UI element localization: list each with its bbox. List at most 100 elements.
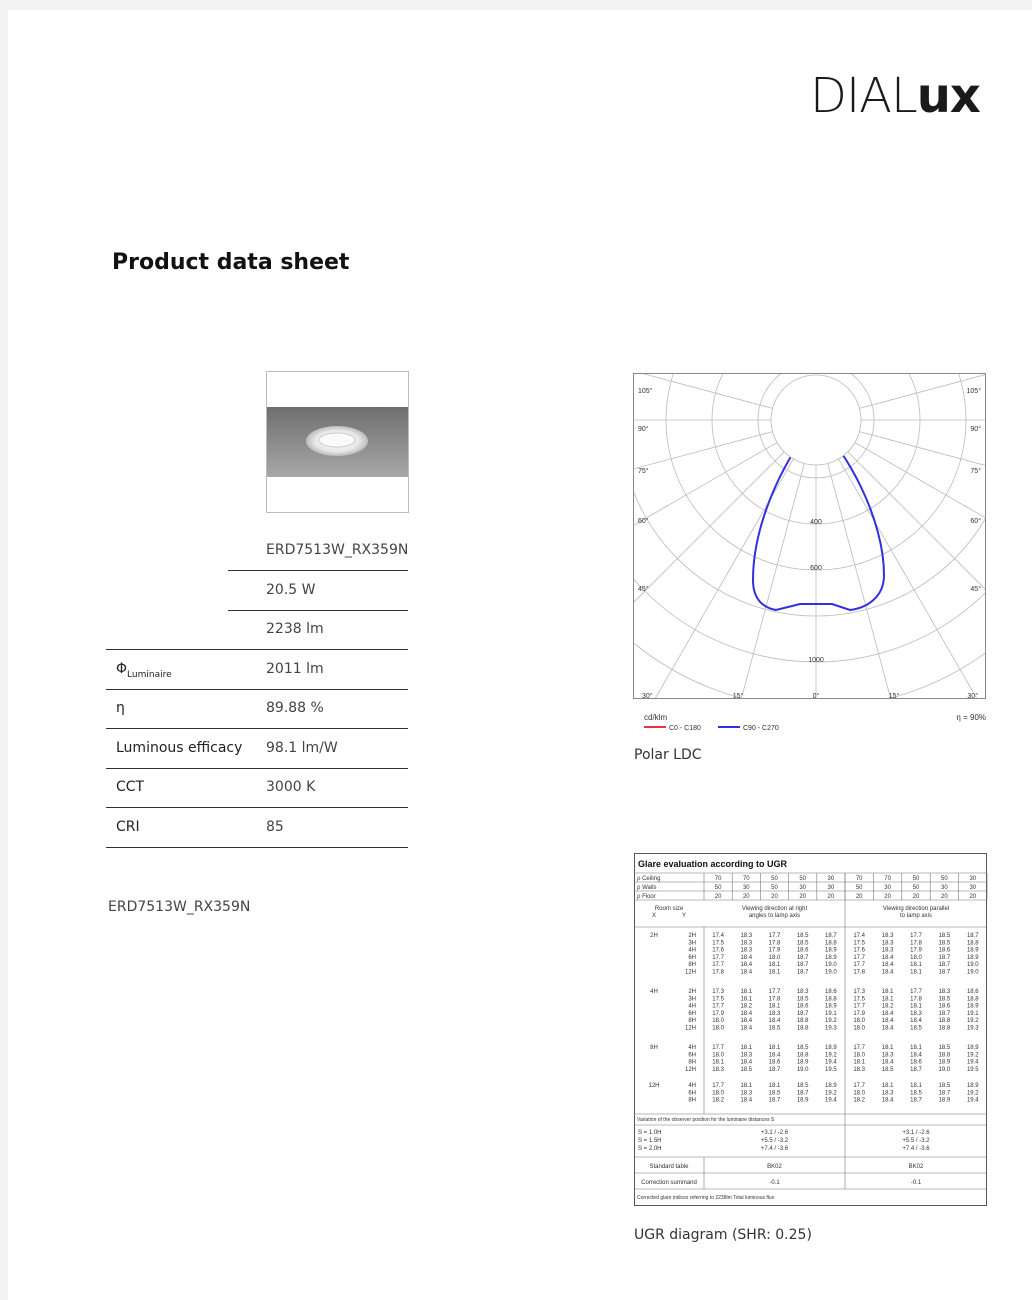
- cell-text: Standard table: [649, 1164, 689, 1170]
- cell-text: 18.5: [740, 1067, 752, 1073]
- cell-text: 17.7: [910, 989, 922, 995]
- cell-text: 70: [715, 876, 722, 882]
- angle-label: 90°: [970, 425, 981, 433]
- cell-text: 18.7: [910, 1098, 922, 1104]
- cell-text: 20: [715, 894, 722, 900]
- legend-label: C0 - C180: [669, 725, 701, 730]
- cell-text: 18.4: [882, 962, 894, 968]
- cell-text: 20: [856, 894, 863, 900]
- cell-text: 18.1: [740, 1083, 752, 1089]
- cell-text: 18.4: [740, 1026, 752, 1032]
- cell-text: 18.1: [769, 962, 781, 968]
- cell-text: +3.1 / -2.6: [761, 1130, 789, 1136]
- cell-text: 18.3: [740, 940, 752, 946]
- cell-text: 18.1: [910, 1004, 922, 1010]
- cell-text: 17.9: [769, 948, 781, 954]
- cell-text: 18.9: [967, 1083, 979, 1089]
- cell-text: 18.2: [853, 1098, 865, 1104]
- cell-text: 18.1: [740, 996, 752, 1002]
- row-rule: [106, 689, 408, 690]
- cell-text: 18.8: [825, 940, 837, 946]
- cell-text: 17.7: [712, 1083, 724, 1089]
- row-value: 2011 lm: [266, 661, 324, 677]
- legend-label: C90 - C270: [743, 725, 779, 730]
- cell-text: 20: [828, 894, 835, 900]
- cell-text: S = 1.5H: [638, 1138, 662, 1144]
- efficiency: η = 90%: [956, 713, 986, 722]
- polar-caption: Polar LDC: [634, 747, 702, 763]
- cell-text: 18.5: [939, 1083, 951, 1089]
- cell-text: 18.9: [967, 1045, 979, 1051]
- polar-diagram: 105°105°90°90°75°75°60°60°45°45°30°15°0°…: [628, 370, 998, 730]
- cell-text: 18.7: [825, 933, 837, 939]
- cell-text: 18.5: [769, 1026, 781, 1032]
- cell-text: 18.0: [712, 1090, 724, 1096]
- cell-text: 19.4: [967, 1060, 979, 1066]
- angle-label: 60°: [638, 517, 649, 525]
- body: DIALux Product data sheet ERD7513W_RX359…: [0, 0, 1032, 1300]
- cell-text: 17.3: [853, 989, 865, 995]
- cell-text: 18.1: [769, 970, 781, 976]
- cell-text: 18.5: [939, 940, 951, 946]
- title: Product data sheet: [112, 250, 349, 275]
- cell-text: Correction summand: [641, 1180, 697, 1186]
- cell-text: 19.1: [967, 1011, 979, 1017]
- cell-text: 18.7: [910, 1067, 922, 1073]
- cell-text: 20: [913, 894, 920, 900]
- angle-label: 0°: [813, 692, 820, 700]
- cell-text: 17.9: [910, 948, 922, 954]
- cell-text: 6H: [688, 955, 696, 961]
- cell-text: 17.7: [853, 962, 865, 968]
- cell-text: 30: [969, 876, 976, 882]
- cell-text: 17.8: [769, 940, 781, 946]
- cell-text: 18.9: [797, 1098, 809, 1104]
- cell-text: 18.7: [939, 1011, 951, 1017]
- cell-text: 17.7: [712, 1004, 724, 1010]
- cell-text: +7.4 / -3.6: [761, 1146, 789, 1152]
- cell-text: 17.8: [910, 996, 922, 1002]
- cell-text: 19.0: [825, 970, 837, 976]
- cell-text: 4H: [688, 948, 696, 954]
- cell-text: 18.5: [910, 1090, 922, 1096]
- cell-text: 20: [771, 894, 778, 900]
- cell-text: Variation of the observer position for t…: [637, 1117, 775, 1123]
- row-label: η: [116, 700, 125, 716]
- cell-text: 18.8: [967, 940, 979, 946]
- cell-text: 18.7: [939, 962, 951, 968]
- angle-label: 105°: [967, 387, 982, 395]
- product-caption: ERD7513W_RX359N: [108, 899, 250, 915]
- angle-label: 75°: [970, 467, 981, 475]
- cell-text: 20: [799, 894, 806, 900]
- cell-text: 18.6: [939, 948, 951, 954]
- cell-text: 3H: [688, 940, 696, 946]
- cell-text: 18.8: [825, 996, 837, 1002]
- row-value: 3000 K: [266, 779, 315, 795]
- cell-text: 18.0: [712, 1052, 724, 1058]
- cell-text: 18.5: [797, 1045, 809, 1051]
- cell-text: 18.4: [882, 970, 894, 976]
- cell-text: 17.8: [910, 940, 922, 946]
- cell-text: 19.2: [967, 1052, 979, 1058]
- logo-light: DIAL: [810, 68, 917, 124]
- cell-text: 19.0: [967, 970, 979, 976]
- cell-text: 18.2: [882, 1004, 894, 1010]
- cell-text: 17.4: [853, 933, 865, 939]
- cell-text: 18.3: [769, 1011, 781, 1017]
- cell-text: 18.4: [882, 1011, 894, 1017]
- row-rule: [106, 649, 408, 650]
- cell-text: 18.1: [882, 1083, 894, 1089]
- cell-text: +5.5 / -3.2: [902, 1138, 930, 1144]
- cell-text: 70: [856, 876, 863, 882]
- cell-text: 18.6: [910, 1060, 922, 1066]
- cell-text: 30: [743, 885, 750, 891]
- row-rule: [228, 570, 408, 571]
- cell-text: 18.3: [740, 1052, 752, 1058]
- cell-text: 18.4: [882, 1026, 894, 1032]
- cell-text: 18.7: [797, 955, 809, 961]
- cell-text: 17.7: [712, 1045, 724, 1051]
- cell-text: 18.4: [910, 1052, 922, 1058]
- row-label: Luminous efficacy: [116, 740, 242, 756]
- cell-text: 19.4: [825, 1060, 837, 1066]
- cell-text: 18.8: [939, 1018, 951, 1024]
- cell-text: 18.3: [740, 1090, 752, 1096]
